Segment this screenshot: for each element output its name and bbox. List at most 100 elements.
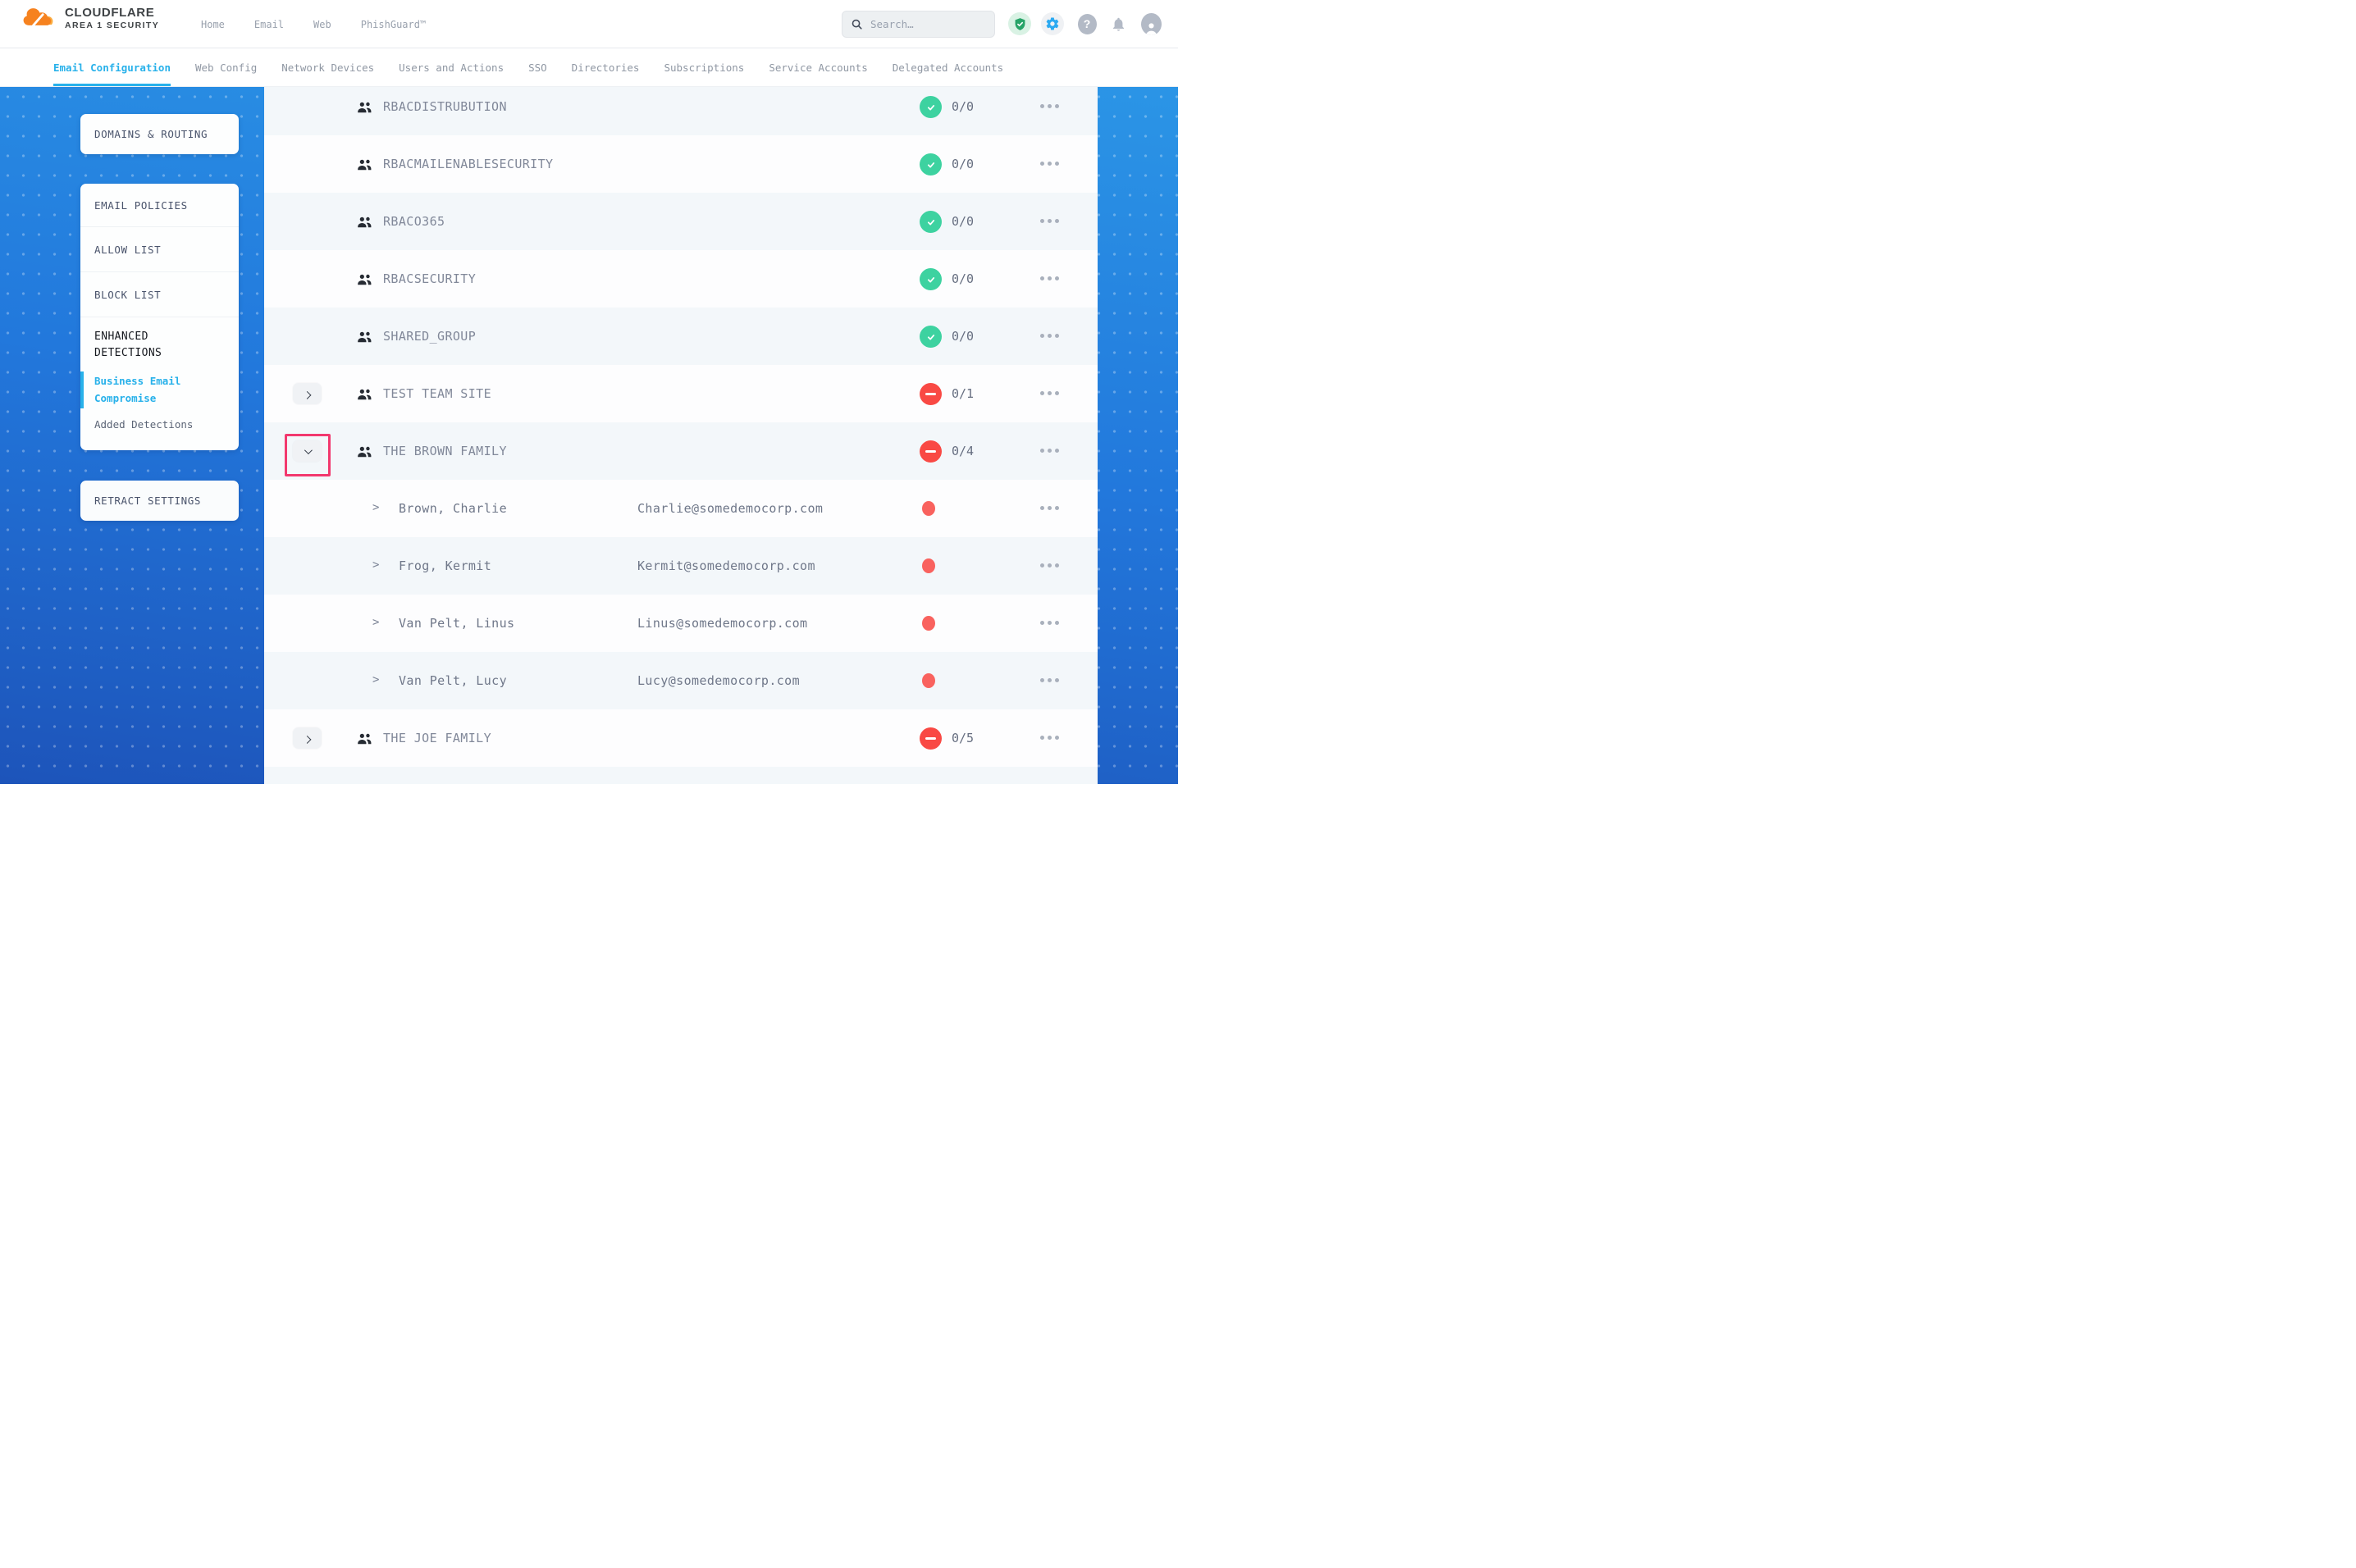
groups-table: > RBACDISTRUBUTION 0/0 > RBACMAILE (264, 0, 1098, 784)
sidebar-item-business-email-compromise[interactable]: Business Email Compromise (80, 371, 197, 409)
row-name: Van Pelt, Linus (399, 616, 515, 631)
minus-icon (925, 392, 936, 396)
table-row: > RBACSECURITY 0/0 (264, 250, 1098, 308)
sidebar-item-added-detections[interactable]: Added Detections (94, 417, 194, 431)
notifications-bell-icon[interactable] (1107, 12, 1130, 35)
check-icon (927, 334, 934, 340)
subnav-item-subscriptions[interactable]: Subscriptions (664, 61, 745, 74)
row-menu-button[interactable] (1040, 506, 1059, 510)
member-chevron-icon[interactable]: > (372, 558, 380, 572)
row-email: Kermit@somedemocorp.com (637, 558, 815, 573)
topnav-item-web[interactable]: Web (313, 18, 331, 30)
sidebar-item-block-list[interactable]: BLOCK LIST (94, 288, 162, 301)
group-icon (358, 217, 372, 228)
sub-navigation: Email Configuration Web Config Network D… (0, 48, 1178, 87)
search-box (842, 11, 995, 38)
topnav-item-email[interactable]: Email (253, 18, 285, 30)
subnav-item-delegated-accounts[interactable]: Delegated Accounts (892, 61, 1004, 74)
sidebar-card-retract-settings: RETRACT SETTINGS (80, 481, 239, 521)
row-name: RBACDISTRUBUTION (383, 99, 507, 114)
row-menu-button[interactable] (1040, 391, 1059, 395)
table-row: > SHARED_GROUP 0/0 (264, 308, 1098, 365)
row-menu-button[interactable] (1040, 104, 1059, 108)
expand-toggle-button[interactable] (293, 383, 322, 404)
row-name: TEST TEAM SITE (383, 386, 492, 401)
table-row: > (264, 767, 1098, 784)
status-badge (920, 211, 942, 233)
row-menu-button[interactable] (1040, 621, 1059, 625)
row-name: RBACMAILENABLESECURITY (383, 157, 554, 171)
group-icon (358, 389, 372, 400)
row-menu-button[interactable] (1040, 678, 1059, 682)
gear-icon[interactable] (1041, 12, 1064, 35)
row-menu-button[interactable] (1040, 334, 1059, 338)
sidebar-item-retract-settings[interactable]: RETRACT SETTINGS (94, 495, 202, 507)
row-menu-button[interactable] (1040, 736, 1059, 740)
row-name: THE JOE FAMILY (383, 731, 492, 745)
member-chevron-icon[interactable]: > (372, 673, 380, 686)
subnav-item-directories[interactable]: Directories (571, 61, 640, 74)
table-row: > TEST TEAM SITE 0/1 (264, 365, 1098, 422)
sidebar-item-enhanced-detections[interactable]: ENHANCED DETECTIONS (94, 330, 162, 360)
status-badge (920, 383, 942, 405)
group-icon (358, 733, 372, 745)
row-name: Van Pelt, Lucy (399, 673, 508, 688)
sidebar-item-allow-list[interactable]: ALLOW LIST (94, 243, 162, 256)
minus-icon (925, 449, 936, 454)
row-menu-button[interactable] (1040, 162, 1059, 166)
subnav-item-users-and-actions[interactable]: Users and Actions (399, 61, 505, 74)
row-name: RBACO365 (383, 214, 445, 229)
account-avatar-icon[interactable] (1139, 12, 1162, 35)
topnav-item-home[interactable]: Home (201, 18, 225, 30)
row-menu-button[interactable] (1040, 276, 1059, 280)
row-menu-button[interactable] (1040, 449, 1059, 453)
member-count: 0/5 (952, 731, 975, 745)
group-icon (358, 331, 372, 343)
row-name: Frog, Kermit (399, 558, 492, 573)
table-row: > Van Pelt, Lucy Lucy@somedemocorp.com (264, 652, 1098, 709)
check-icon (927, 276, 934, 282)
subnav-item-email-configuration[interactable]: Email Configuration (53, 48, 171, 86)
sidebar-item-email-policies[interactable]: EMAIL POLICIES (94, 198, 188, 212)
annotation-highlight-box (285, 434, 331, 476)
status-badge (920, 440, 942, 463)
row-name: RBACSECURITY (383, 271, 477, 286)
top-bar: CLOUDFLARE AREA 1 SECURITY Home Email We… (0, 0, 1178, 48)
expand-toggle-button[interactable] (293, 440, 322, 462)
expand-toggle-button[interactable] (293, 727, 322, 749)
member-count: 0/0 (952, 99, 975, 114)
row-name: Brown, Charlie (399, 501, 508, 516)
status-dot (922, 616, 935, 631)
row-name: SHARED_GROUP (383, 329, 477, 344)
help-icon[interactable]: ? (1075, 12, 1098, 35)
status-badge (920, 96, 942, 118)
subnav-item-service-accounts[interactable]: Service Accounts (769, 61, 868, 74)
subnav-item-network-devices[interactable]: Network Devices (281, 61, 375, 74)
topnav-item-phishguard[interactable]: PhishGuard™ (360, 18, 427, 30)
cloudflare-brand: CLOUDFLARE AREA 1 SECURITY (22, 6, 159, 30)
row-menu-button[interactable] (1040, 219, 1059, 223)
member-chevron-icon[interactable]: > (372, 616, 380, 629)
row-menu-button[interactable] (1040, 563, 1059, 567)
table-row: > Brown, Charlie Charlie@somedemocorp.co… (264, 480, 1098, 537)
table-row: > THE BROWN FAMILY 0/4 (264, 422, 1098, 480)
check-icon (927, 162, 934, 167)
divider (80, 271, 239, 272)
status-dot (922, 501, 935, 516)
sidebar-card-domains-routing: DOMAINS & ROUTING (80, 114, 239, 154)
group-icon (358, 159, 372, 171)
member-chevron-icon[interactable]: > (372, 501, 380, 514)
status-dot (922, 558, 935, 573)
subnav-item-sso[interactable]: SSO (528, 61, 547, 74)
group-icon (358, 274, 372, 285)
member-count: 0/0 (952, 329, 975, 344)
brand-subtitle: AREA 1 SECURITY (65, 21, 160, 30)
table-row: > RBACDISTRUBUTION 0/0 (264, 78, 1098, 135)
row-email: Linus@somedemocorp.com (637, 616, 808, 631)
shield-check-icon[interactable] (1008, 12, 1031, 35)
subnav-item-web-config[interactable]: Web Config (195, 61, 258, 74)
top-navigation: Home Email Web PhishGuard™ (201, 0, 426, 48)
sidebar-item-domains-routing[interactable]: DOMAINS & ROUTING (94, 128, 208, 140)
table-row: > THE JOE FAMILY 0/5 (264, 709, 1098, 767)
search-input[interactable] (870, 18, 977, 30)
